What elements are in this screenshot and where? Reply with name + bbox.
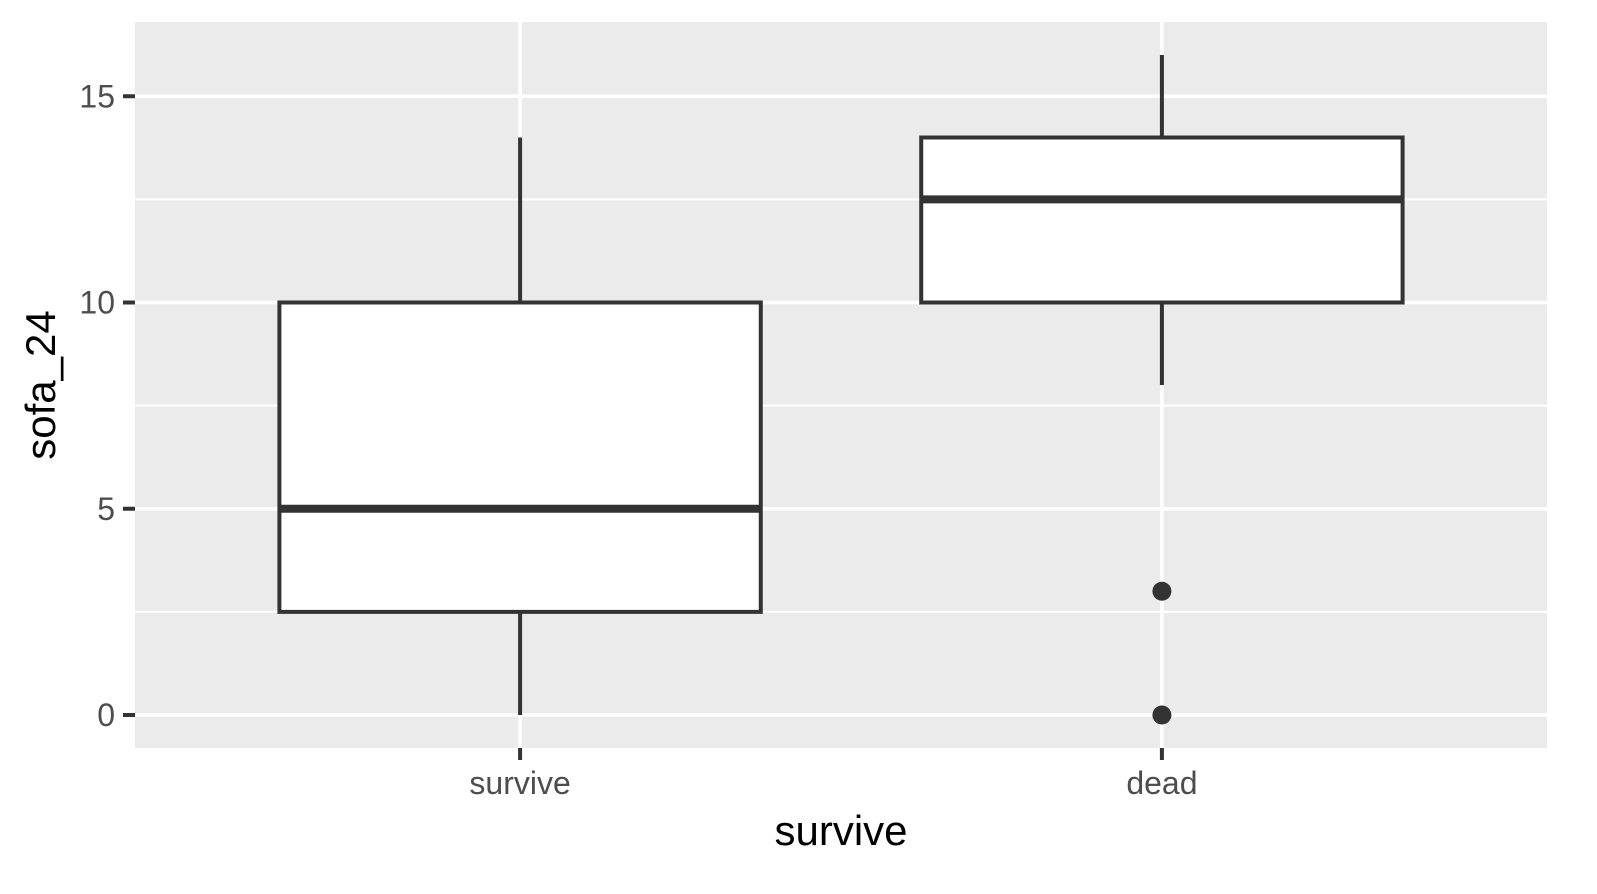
y-tick-label: 5 — [97, 491, 115, 527]
box-group — [277, 55, 1405, 725]
box-survive — [277, 137, 763, 715]
x-tick-label: survive — [469, 765, 570, 801]
box-body — [919, 135, 1405, 305]
axis-group: 0 5 10 15 survive dead — [79, 78, 1197, 801]
outlier-point — [1152, 581, 1172, 601]
x-tick-label: dead — [1126, 765, 1197, 801]
box-dead — [919, 55, 1405, 725]
y-tick-label: 10 — [79, 285, 115, 321]
y-tick-label: 15 — [79, 78, 115, 114]
y-axis-title: sofa_24 — [17, 310, 64, 459]
y-tick-label: 0 — [97, 697, 115, 733]
x-axis-title: survive — [774, 807, 907, 854]
outlier-point — [1152, 705, 1172, 725]
box-body — [277, 300, 763, 614]
